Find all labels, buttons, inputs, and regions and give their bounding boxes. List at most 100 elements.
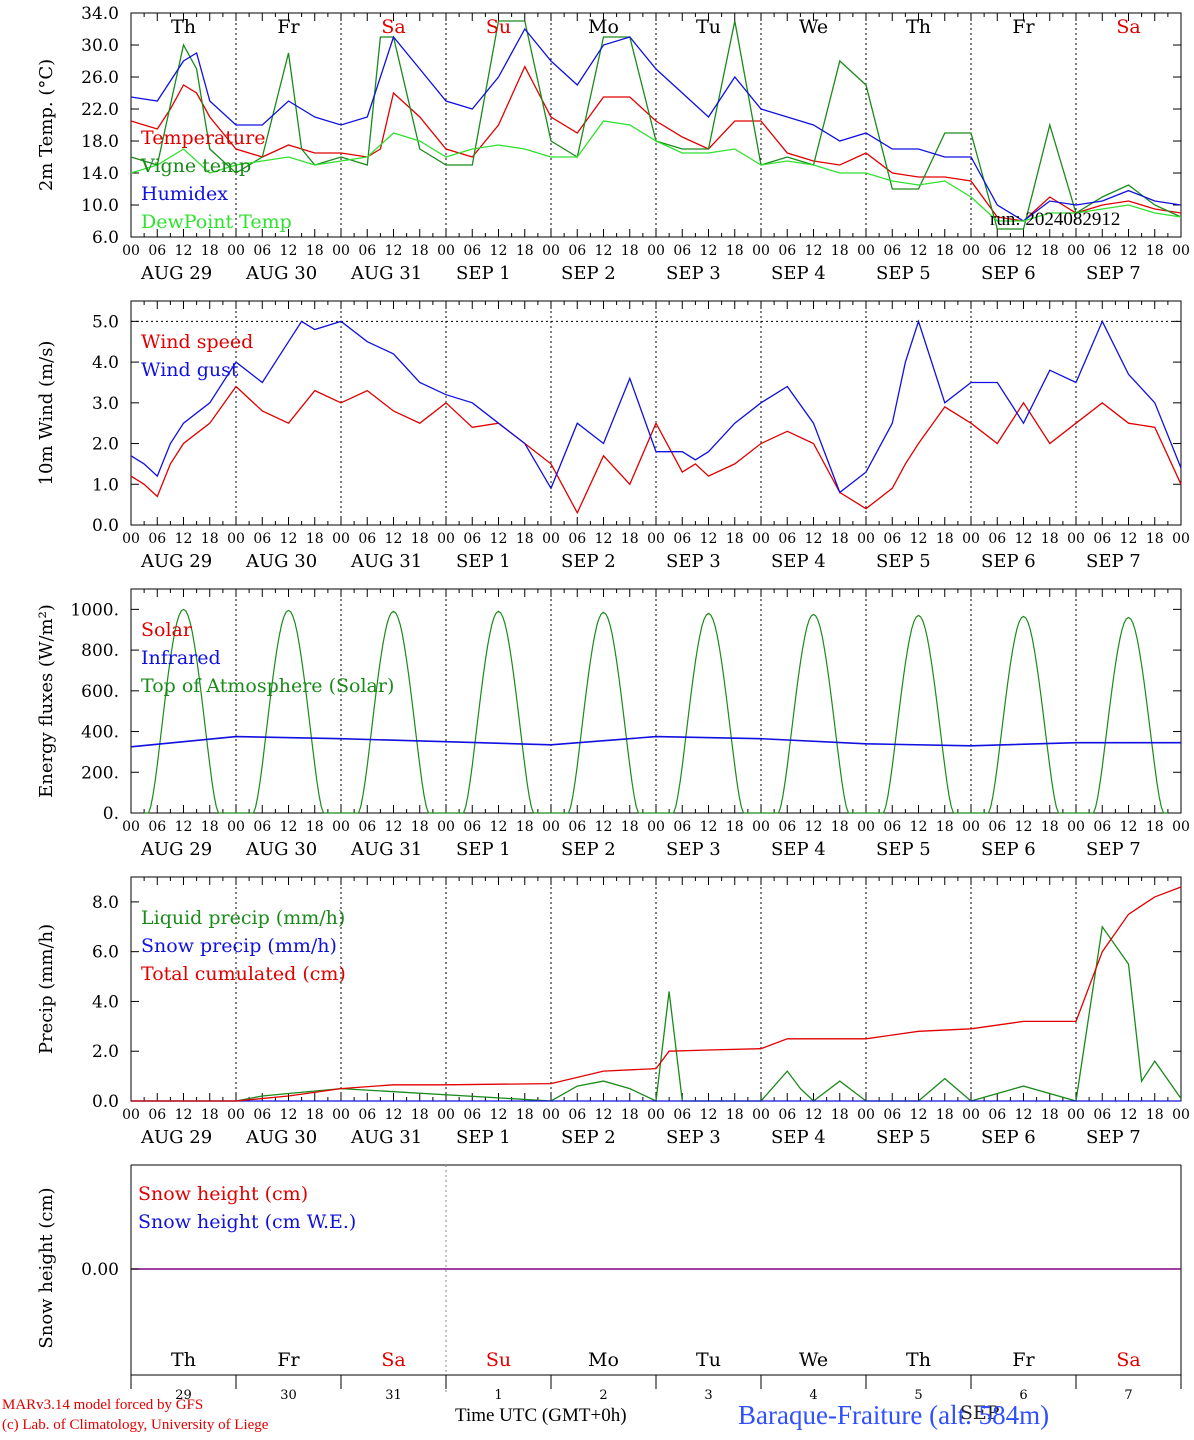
date-label: SEP 7: [1086, 1127, 1141, 1148]
hour-tick-label: 00: [227, 531, 245, 547]
date-label: AUG 30: [245, 263, 317, 284]
hour-tick-label: 06: [883, 1107, 901, 1123]
hour-tick-label: 18: [306, 1107, 324, 1123]
hour-tick-label: 18: [1041, 531, 1059, 547]
station-name: Baraque-Fraiture (alt. 584m): [738, 1400, 1050, 1430]
hour-tick-label: 00: [227, 243, 245, 259]
y-tick-label: 30.0: [81, 36, 119, 56]
day-number: 2: [599, 1388, 607, 1403]
hour-tick-label: 12: [1015, 819, 1033, 835]
hour-tick-label: 18: [1041, 243, 1059, 259]
hour-tick-label: 00: [332, 819, 350, 835]
hour-tick-label: 12: [595, 243, 613, 259]
hour-tick-label: 18: [411, 531, 429, 547]
hour-tick-label: 12: [595, 819, 613, 835]
legend-2-2: Top of Atmosphere (Solar): [141, 675, 394, 697]
date-label: SEP 5: [876, 551, 931, 572]
legend-2-1: Infrared: [141, 647, 221, 669]
hour-tick-label: 06: [358, 531, 376, 547]
hour-tick-label: 06: [463, 243, 481, 259]
date-label: SEP 2: [561, 1127, 616, 1148]
hour-tick-label: 12: [700, 243, 718, 259]
hour-tick-label: 18: [201, 819, 219, 835]
day-number: 6: [1019, 1388, 1027, 1403]
date-label: SEP 3: [666, 263, 721, 284]
y-tick-label: 400.: [81, 723, 119, 743]
legend-0-0: Temperature: [141, 127, 265, 149]
hour-tick-label: 12: [385, 819, 403, 835]
series-infrared: [130, 735, 1181, 748]
y-tick-label: 26.0: [81, 68, 119, 88]
y-axis-label: 10m Wind (m/s): [36, 341, 57, 486]
date-label: SEP 6: [981, 1127, 1036, 1148]
weekday-bottom: Mo: [588, 1349, 619, 1371]
hour-tick-label: 00: [647, 243, 665, 259]
hour-tick-label: 00: [122, 1107, 140, 1123]
hour-tick-label: 00: [1067, 819, 1085, 835]
hour-tick-label: 06: [673, 1107, 691, 1123]
date-label: SEP 4: [771, 263, 826, 284]
hour-tick-label: 18: [1146, 531, 1164, 547]
hour-tick-label: 06: [1093, 1107, 1111, 1123]
hour-tick-label: 00: [857, 531, 875, 547]
series-precip-2: [131, 886, 1182, 1102]
hour-tick-label: 18: [831, 531, 849, 547]
y-tick-label: 600.: [81, 682, 119, 702]
hour-tick-label: 12: [910, 1107, 928, 1123]
date-label: AUG 29: [140, 839, 212, 860]
model-credit: MARv3.14 model forced by GFS: [2, 1397, 204, 1413]
weekday-top: We: [799, 16, 828, 38]
hour-tick-label: 12: [910, 819, 928, 835]
hour-tick-label: 18: [726, 1107, 744, 1123]
day-number: 4: [809, 1388, 817, 1403]
hour-tick-label: 12: [175, 531, 193, 547]
legend-3-2: Total cumulated (cm): [141, 963, 346, 985]
y-tick-label: 6.0: [92, 943, 119, 963]
legend-4-0: Snow height (cm): [138, 1183, 308, 1205]
legend-3-0: Liquid precip (mm/h): [141, 907, 345, 929]
hour-tick-label: 12: [595, 531, 613, 547]
y-tick-label: 0.0: [92, 516, 119, 536]
hour-tick-label: 06: [883, 531, 901, 547]
date-label: SEP 1: [456, 1127, 511, 1148]
hour-tick-label: 12: [1120, 531, 1138, 547]
y-axis-label: 2m Temp. (°C): [36, 59, 57, 191]
y-tick-label: 14.0: [81, 164, 119, 184]
date-label: SEP 2: [561, 551, 616, 572]
y-tick-label: 18.0: [81, 132, 119, 152]
hour-tick-label: 00: [1067, 1107, 1085, 1123]
hour-tick-label: 00: [1172, 531, 1190, 547]
hour-tick-label: 06: [253, 1107, 271, 1123]
hour-tick-label: 12: [805, 531, 823, 547]
hour-tick-label: 12: [1120, 1107, 1138, 1123]
hour-tick-label: 00: [1172, 819, 1190, 835]
hour-tick-label: 00: [122, 531, 140, 547]
hour-tick-label: 00: [752, 1107, 770, 1123]
hour-tick-label: 06: [673, 243, 691, 259]
hour-tick-label: 12: [1015, 1107, 1033, 1123]
y-tick-label: 22.0: [81, 100, 119, 120]
hour-tick-label: 06: [673, 531, 691, 547]
hour-tick-label: 12: [1120, 243, 1138, 259]
weekday-top: Mo: [588, 16, 619, 38]
hour-tick-label: 00: [1067, 243, 1085, 259]
y-tick-label: 5.0: [92, 312, 119, 332]
hour-tick-label: 06: [253, 243, 271, 259]
hour-tick-label: 00: [752, 531, 770, 547]
run-label: run: 2024082912: [990, 209, 1121, 230]
hour-tick-label: 18: [726, 243, 744, 259]
y-tick-label: 6.0: [92, 228, 119, 248]
hour-tick-label: 00: [857, 243, 875, 259]
hour-tick-label: 06: [568, 819, 586, 835]
hour-tick-label: 00: [437, 243, 455, 259]
hour-tick-label: 12: [1015, 243, 1033, 259]
date-label: AUG 30: [245, 839, 317, 860]
date-label: SEP 5: [876, 263, 931, 284]
day-number: 3: [704, 1388, 712, 1403]
hour-tick-label: 12: [280, 1107, 298, 1123]
hour-tick-label: 00: [962, 819, 980, 835]
weekday-top: Fr: [277, 16, 300, 38]
hour-tick-label: 00: [647, 819, 665, 835]
weekday-bottom: Sa: [381, 1349, 405, 1371]
